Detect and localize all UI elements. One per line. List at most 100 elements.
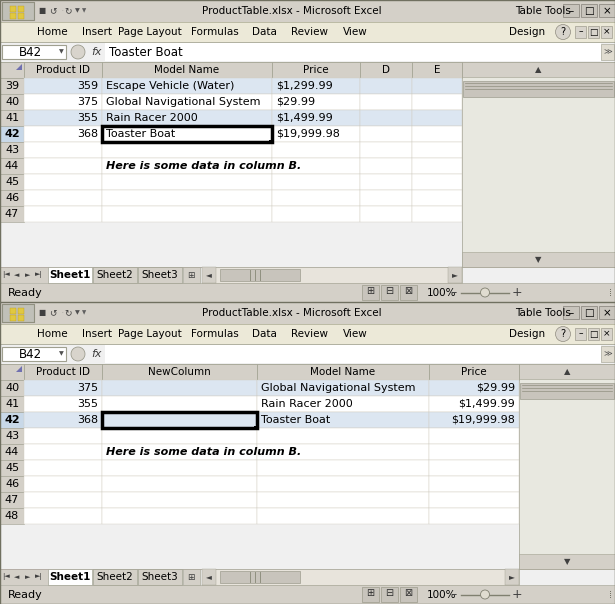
Text: +: + bbox=[512, 588, 522, 601]
Text: ►: ► bbox=[509, 573, 515, 582]
Text: $29.99: $29.99 bbox=[276, 97, 315, 107]
Bar bbox=[18, 308, 24, 314]
Text: Sheet3: Sheet3 bbox=[141, 572, 178, 582]
Bar bbox=[102, 62, 272, 78]
Bar bbox=[505, 569, 519, 585]
Bar bbox=[48, 569, 92, 585]
Bar bbox=[581, 4, 597, 17]
Bar bbox=[202, 569, 519, 585]
Bar bbox=[601, 44, 614, 60]
Text: View: View bbox=[343, 27, 367, 37]
Bar bbox=[102, 380, 257, 396]
Bar bbox=[102, 126, 272, 142]
Text: –: – bbox=[451, 588, 457, 601]
Text: ProductTable.xlsx - Microsoft Excel: ProductTable.xlsx - Microsoft Excel bbox=[202, 6, 382, 16]
Bar bbox=[0, 476, 24, 492]
Bar bbox=[257, 428, 429, 444]
Text: $1,299.99: $1,299.99 bbox=[276, 81, 333, 91]
Text: –: – bbox=[451, 286, 457, 299]
Text: Review: Review bbox=[292, 329, 328, 339]
Bar bbox=[24, 62, 102, 78]
Circle shape bbox=[71, 347, 85, 361]
Bar bbox=[2, 304, 34, 322]
Text: ►: ► bbox=[25, 272, 31, 278]
Text: Model Name: Model Name bbox=[311, 367, 376, 377]
Text: Home: Home bbox=[37, 329, 67, 339]
Bar bbox=[412, 190, 462, 206]
Text: Home: Home bbox=[37, 27, 67, 37]
Bar bbox=[0, 62, 24, 78]
Bar bbox=[272, 78, 360, 94]
Text: $1,499.99: $1,499.99 bbox=[458, 399, 515, 409]
Bar bbox=[272, 158, 360, 174]
Bar bbox=[257, 460, 429, 476]
Bar bbox=[10, 13, 16, 19]
Bar bbox=[24, 126, 102, 142]
Bar bbox=[360, 206, 412, 222]
Text: ?: ? bbox=[560, 329, 566, 339]
Bar bbox=[102, 206, 272, 222]
Bar bbox=[102, 492, 257, 508]
Bar bbox=[0, 22, 615, 42]
Bar bbox=[24, 380, 102, 396]
Text: Sheet2: Sheet2 bbox=[97, 572, 133, 582]
Text: Ready: Ready bbox=[8, 288, 43, 298]
Bar bbox=[24, 174, 102, 190]
Bar bbox=[360, 94, 412, 110]
Text: 359: 359 bbox=[77, 81, 98, 91]
Bar bbox=[601, 26, 612, 38]
Bar bbox=[24, 78, 102, 94]
Text: 100%: 100% bbox=[427, 590, 456, 600]
Bar bbox=[0, 42, 615, 62]
Text: fx: fx bbox=[91, 47, 101, 57]
Bar bbox=[463, 81, 614, 97]
Text: ⊞: ⊞ bbox=[366, 588, 374, 599]
Bar bbox=[412, 62, 462, 78]
Bar bbox=[0, 492, 24, 508]
Bar bbox=[0, 324, 615, 344]
Text: Price: Price bbox=[303, 65, 329, 75]
Text: ↻: ↻ bbox=[64, 7, 72, 16]
Text: 47: 47 bbox=[5, 209, 19, 219]
Text: 42: 42 bbox=[4, 129, 20, 139]
Bar bbox=[10, 6, 16, 12]
Text: 44: 44 bbox=[5, 447, 19, 457]
Bar bbox=[202, 569, 216, 585]
Bar bbox=[360, 78, 412, 94]
Bar bbox=[272, 206, 360, 222]
Bar bbox=[24, 110, 102, 126]
Bar bbox=[272, 174, 360, 190]
Bar bbox=[220, 571, 300, 583]
Text: Sheet1: Sheet1 bbox=[49, 270, 90, 280]
Bar bbox=[429, 508, 519, 524]
Text: □: □ bbox=[589, 28, 598, 36]
Text: 45: 45 bbox=[5, 177, 19, 187]
Bar bbox=[575, 26, 586, 38]
Text: Toaster Boat: Toaster Boat bbox=[109, 45, 183, 59]
Bar bbox=[360, 126, 412, 142]
Text: ▼: ▼ bbox=[74, 310, 79, 315]
Bar bbox=[24, 412, 102, 428]
Bar bbox=[448, 267, 462, 283]
Bar bbox=[102, 190, 272, 206]
Bar bbox=[102, 126, 272, 142]
Bar bbox=[362, 587, 379, 602]
Polygon shape bbox=[16, 64, 22, 70]
Bar bbox=[0, 569, 48, 585]
Bar bbox=[105, 345, 601, 363]
Circle shape bbox=[555, 25, 571, 39]
Bar bbox=[24, 158, 102, 174]
Bar bbox=[0, 380, 24, 396]
Bar bbox=[272, 142, 360, 158]
Text: ⊟: ⊟ bbox=[385, 588, 393, 599]
Text: ▼: ▼ bbox=[535, 255, 541, 264]
Text: E: E bbox=[434, 65, 440, 75]
Bar bbox=[360, 142, 412, 158]
Bar bbox=[412, 206, 462, 222]
Bar bbox=[24, 508, 102, 524]
Text: ►|: ►| bbox=[35, 272, 43, 278]
Bar bbox=[429, 476, 519, 492]
Bar bbox=[102, 396, 257, 412]
Text: ProductTable.xlsx - Microsoft Excel: ProductTable.xlsx - Microsoft Excel bbox=[202, 308, 382, 318]
Bar bbox=[563, 4, 579, 17]
